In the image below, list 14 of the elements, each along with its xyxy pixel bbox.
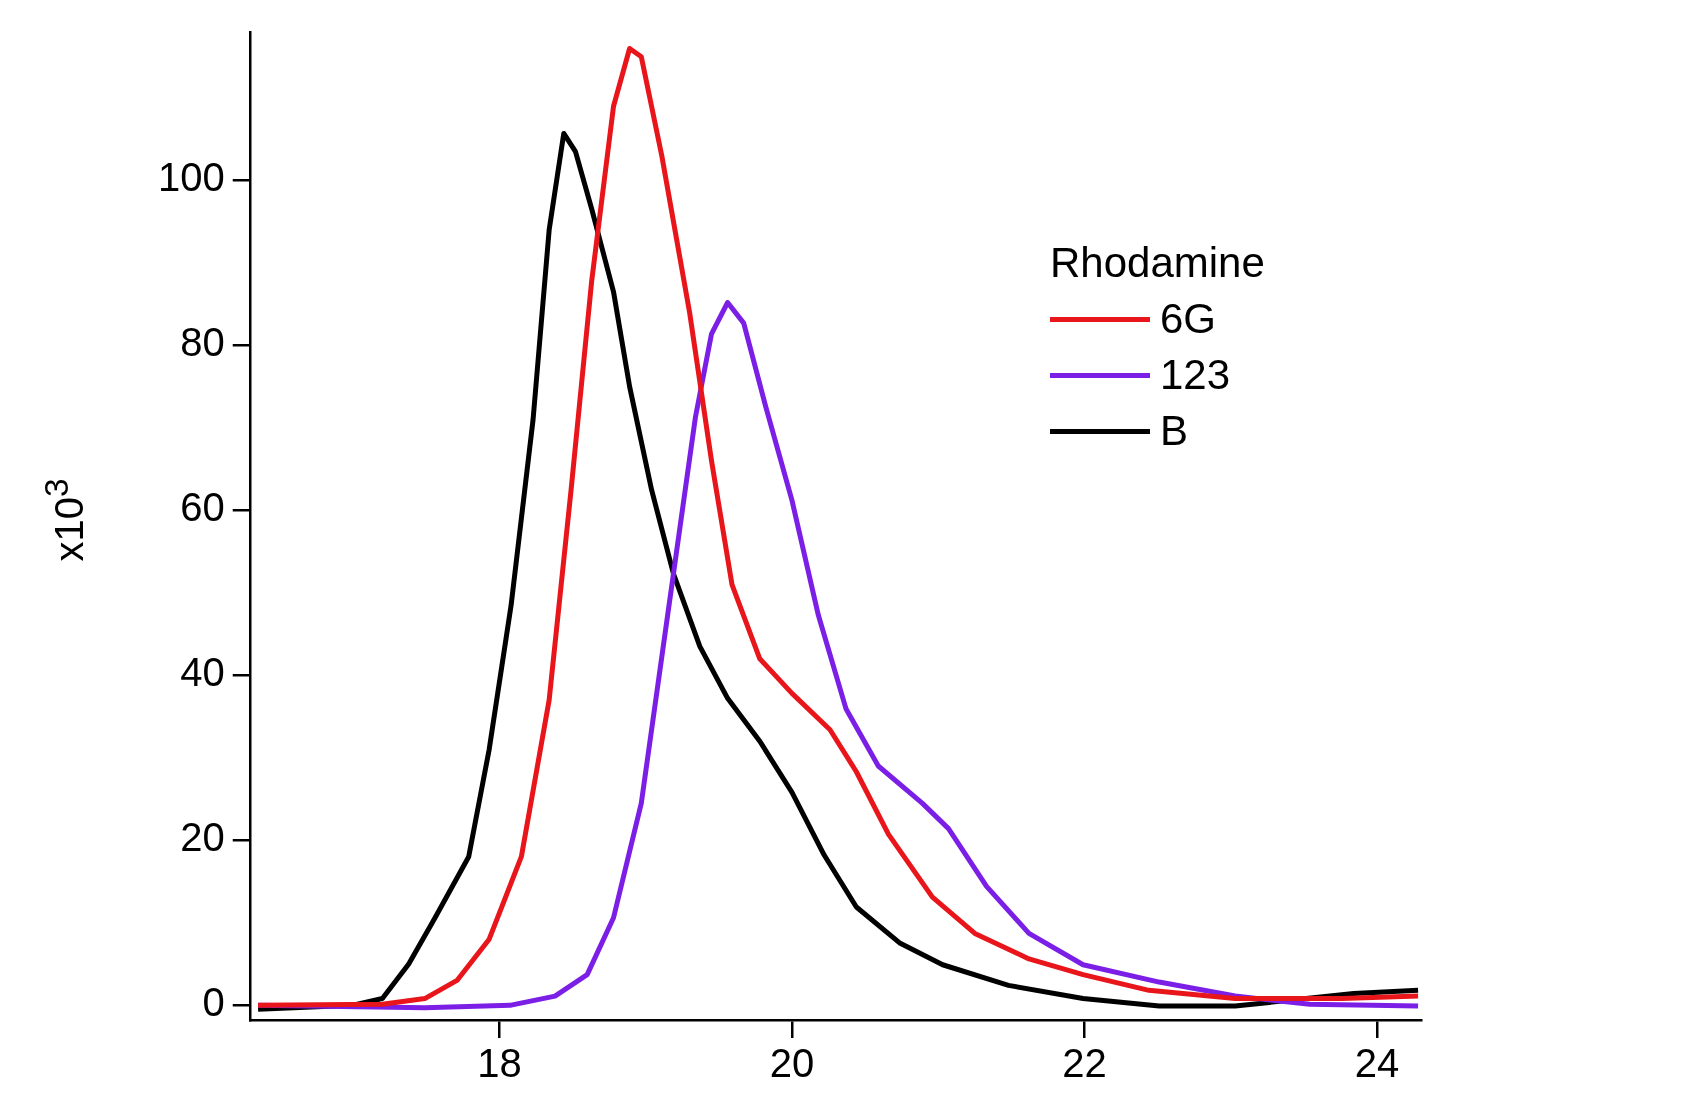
y-tick-label: 0 — [202, 980, 225, 1025]
x-tick-label: 20 — [769, 1041, 815, 1086]
x-tick-label: 24 — [1354, 1041, 1400, 1086]
y-tick-label: 60 — [180, 485, 225, 530]
legend-label: B — [1160, 406, 1189, 456]
legend-label: 6G — [1160, 294, 1217, 344]
y-tick-label: 80 — [180, 320, 225, 365]
y-tick-label: 100 — [157, 155, 225, 200]
legend-title: Rhodamine — [1050, 238, 1265, 288]
x-tick-label: 22 — [1062, 1041, 1107, 1086]
y-tick-label: 40 — [180, 650, 225, 695]
legend-label: 123 — [1160, 350, 1231, 400]
y-tick-label: 20 — [180, 815, 225, 860]
x-tick-label: 18 — [477, 1041, 522, 1086]
